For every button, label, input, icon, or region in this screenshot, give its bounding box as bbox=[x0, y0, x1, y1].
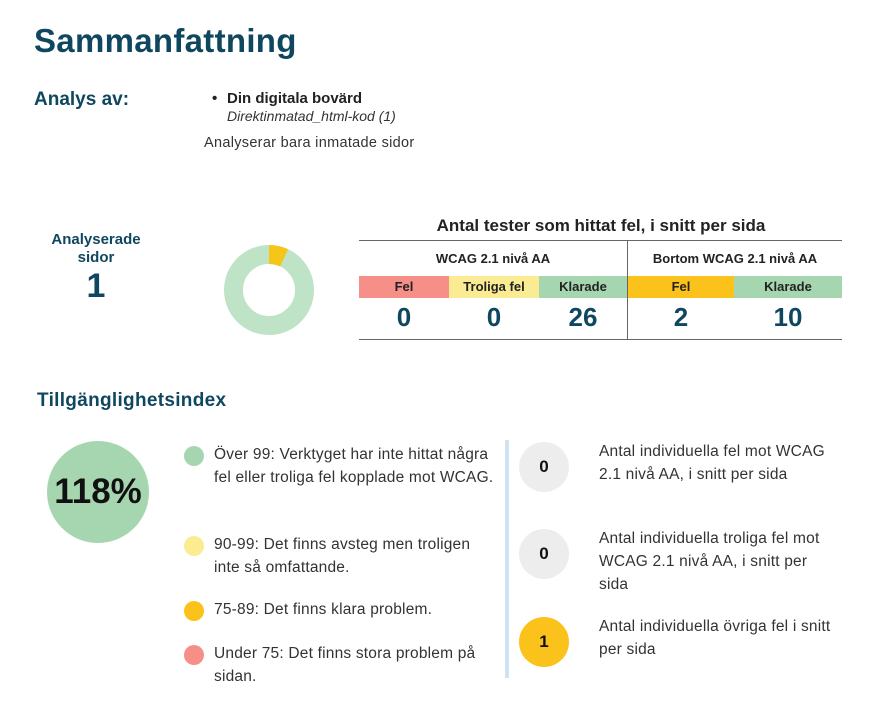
legend-dot-yellow bbox=[184, 536, 204, 556]
wcag-group-header: WCAG 2.1 nivå AA bbox=[435, 251, 551, 266]
site-name: Din digitala bovärd bbox=[212, 90, 396, 107]
wcag-fel-value: 0 bbox=[396, 302, 412, 332]
wcag-klarade-value: 26 bbox=[568, 302, 598, 332]
legend-text: 75-89: Det finns klara problem. bbox=[214, 601, 433, 618]
page-title: Sammanfattning bbox=[34, 22, 297, 59]
wcag-errors-count-badge: 0 bbox=[519, 442, 569, 492]
other-errors-count-badge: 1 bbox=[519, 617, 569, 667]
donut-accent-segment bbox=[224, 245, 314, 335]
wcag-probable-errors-count-label: Antal individuella troliga fel mot WCAG … bbox=[599, 530, 820, 593]
legend-dot-orange bbox=[184, 601, 204, 621]
accessibility-index-badge: 118% bbox=[47, 441, 149, 543]
wcag-fel-header: Fel bbox=[359, 276, 449, 298]
beyond-fel-value: 2 bbox=[673, 302, 689, 332]
wcag-troliga-fel-header: Troliga fel bbox=[449, 276, 539, 298]
wcag-troliga-fel-value: 0 bbox=[486, 302, 502, 332]
site-source: Direktinmatad_html-kod (1) bbox=[227, 108, 396, 124]
tests-title: Antal tester som hittat fel, i snitt per… bbox=[436, 216, 766, 235]
wcag-probable-errors-count-value: 0 bbox=[539, 544, 549, 563]
legend-text: Över 99: Verktyget har inte hittat några… bbox=[214, 446, 494, 486]
analyzed-site-list: Din digitala bovärd Direktinmatad_html-k… bbox=[212, 90, 396, 124]
beyond-wcag-group-header: Bortom WCAG 2.1 nivå AA bbox=[652, 251, 818, 266]
result-donut-chart bbox=[224, 245, 314, 335]
legend-item: 75-89: Det finns klara problem. bbox=[184, 598, 484, 622]
wcag-errors-count-label: Antal individuella fel mot WCAG 2.1 nivå… bbox=[599, 443, 825, 483]
wcag-probable-errors-count-badge: 0 bbox=[519, 529, 569, 579]
legend-dot-red bbox=[184, 645, 204, 665]
legend-text: 90-99: Det finns avsteg men troligen int… bbox=[214, 536, 471, 576]
legend-text: Under 75: Det finns stora problem på sid… bbox=[214, 645, 476, 685]
analyzed-pages-value: 1 bbox=[86, 267, 106, 305]
other-errors-count-value: 1 bbox=[539, 632, 549, 651]
accessibility-index-title: Tillgänglighetsindex bbox=[37, 390, 227, 411]
analysis-label: Analys av: bbox=[34, 89, 130, 110]
analysis-note: Analyserar bara inmatade sidor bbox=[204, 135, 415, 151]
accessibility-index-value: 118% bbox=[54, 472, 142, 511]
beyond-klarade-value: 10 bbox=[773, 302, 803, 332]
donut-main-ring bbox=[224, 245, 314, 335]
wcag-klarade-header: Klarade bbox=[539, 276, 627, 298]
legend-item: Över 99: Verktyget har inte hittat några… bbox=[184, 443, 493, 513]
analyzed-pages-label: Analyserade sidor bbox=[51, 231, 141, 266]
legend-item: 90-99: Det finns avsteg men troligen int… bbox=[184, 533, 484, 579]
section-divider bbox=[505, 440, 509, 678]
legend-item: Under 75: Det finns stora problem på sid… bbox=[184, 642, 484, 688]
tests-table: WCAG 2.1 nivå AA Bortom WCAG 2.1 nivå AA… bbox=[359, 240, 842, 340]
group-divider bbox=[627, 241, 628, 339]
other-errors-count-label: Antal individuella övriga fel i snitt pe… bbox=[599, 618, 831, 658]
beyond-fel-header: Fel bbox=[628, 276, 734, 298]
legend-dot-green bbox=[184, 446, 204, 466]
beyond-klarade-header: Klarade bbox=[734, 276, 842, 298]
wcag-errors-count-value: 0 bbox=[539, 457, 549, 476]
